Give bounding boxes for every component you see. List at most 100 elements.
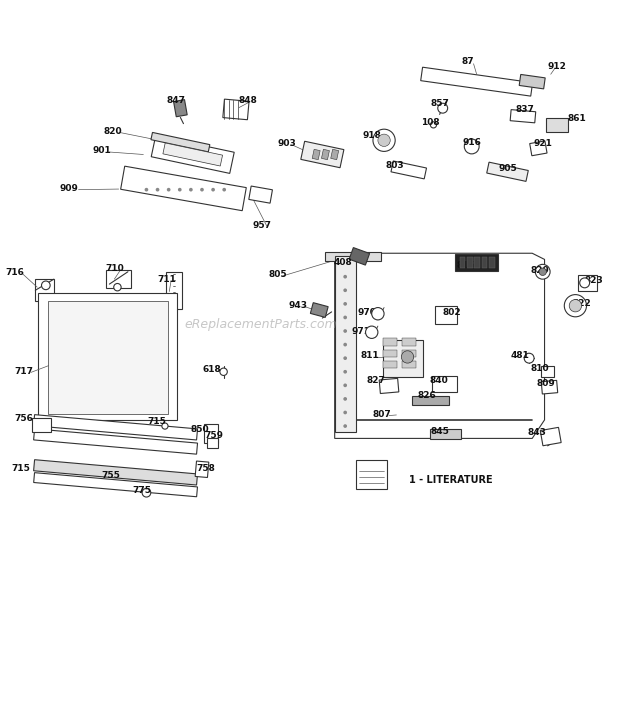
- Circle shape: [366, 326, 378, 339]
- Circle shape: [524, 353, 534, 363]
- Circle shape: [211, 188, 215, 191]
- Polygon shape: [321, 149, 329, 160]
- Polygon shape: [174, 100, 187, 117]
- Circle shape: [343, 302, 347, 306]
- Text: 848: 848: [239, 96, 258, 105]
- Text: 759: 759: [204, 432, 223, 441]
- Text: 826: 826: [418, 391, 436, 401]
- Circle shape: [223, 188, 226, 191]
- Polygon shape: [455, 254, 498, 271]
- Polygon shape: [356, 460, 387, 489]
- Polygon shape: [151, 136, 234, 173]
- Polygon shape: [121, 166, 246, 210]
- Polygon shape: [402, 360, 415, 368]
- Polygon shape: [223, 99, 249, 120]
- Text: 847: 847: [167, 96, 185, 106]
- Text: 758: 758: [197, 463, 216, 472]
- Polygon shape: [430, 429, 461, 439]
- Text: 820: 820: [103, 127, 122, 136]
- Polygon shape: [32, 418, 51, 432]
- Polygon shape: [546, 118, 568, 132]
- Text: 901: 901: [92, 146, 112, 156]
- Circle shape: [430, 122, 436, 128]
- Text: 1 - LITERATURE: 1 - LITERATURE: [409, 474, 492, 485]
- Circle shape: [401, 351, 414, 363]
- Circle shape: [580, 278, 590, 288]
- Polygon shape: [335, 253, 544, 439]
- Text: 840: 840: [429, 376, 448, 385]
- Polygon shape: [383, 349, 397, 357]
- Polygon shape: [482, 257, 487, 268]
- Text: 843: 843: [528, 428, 547, 437]
- Text: 829: 829: [530, 266, 549, 275]
- Polygon shape: [379, 378, 399, 394]
- Text: 108: 108: [421, 118, 440, 127]
- Polygon shape: [540, 427, 561, 446]
- Polygon shape: [33, 429, 198, 454]
- Text: 912: 912: [547, 63, 566, 71]
- Polygon shape: [195, 461, 209, 477]
- Circle shape: [539, 268, 546, 275]
- Text: 957: 957: [252, 221, 272, 230]
- Polygon shape: [249, 186, 272, 203]
- Polygon shape: [51, 330, 63, 379]
- Circle shape: [189, 188, 193, 191]
- Polygon shape: [33, 415, 198, 440]
- Text: 756: 756: [15, 414, 33, 423]
- Text: 921: 921: [534, 139, 553, 148]
- Polygon shape: [383, 339, 423, 377]
- Circle shape: [220, 368, 228, 375]
- Circle shape: [343, 397, 347, 401]
- Circle shape: [343, 370, 347, 374]
- Text: 618: 618: [203, 365, 221, 374]
- Circle shape: [343, 410, 347, 415]
- Polygon shape: [391, 161, 427, 179]
- Text: 909: 909: [60, 184, 79, 193]
- Circle shape: [343, 384, 347, 387]
- Polygon shape: [33, 460, 198, 485]
- Circle shape: [113, 284, 121, 291]
- Polygon shape: [330, 149, 339, 160]
- Text: 717: 717: [15, 367, 33, 376]
- Polygon shape: [541, 366, 554, 377]
- Text: 715: 715: [148, 417, 166, 426]
- Text: 805: 805: [268, 270, 287, 279]
- Text: 823: 823: [585, 276, 603, 285]
- Polygon shape: [467, 257, 472, 268]
- Circle shape: [464, 139, 479, 154]
- Polygon shape: [487, 162, 528, 182]
- Circle shape: [378, 134, 390, 146]
- Circle shape: [156, 188, 159, 191]
- Text: 809: 809: [536, 379, 555, 388]
- Polygon shape: [541, 380, 558, 394]
- Text: 802: 802: [443, 308, 461, 317]
- Text: 87: 87: [461, 58, 474, 66]
- Circle shape: [535, 265, 550, 279]
- Polygon shape: [38, 294, 177, 420]
- Polygon shape: [489, 257, 495, 268]
- Circle shape: [343, 425, 347, 428]
- Text: 710: 710: [105, 264, 124, 273]
- Circle shape: [42, 281, 50, 289]
- Text: 916: 916: [463, 138, 481, 146]
- Polygon shape: [167, 272, 182, 309]
- Polygon shape: [421, 67, 533, 96]
- Polygon shape: [207, 438, 218, 448]
- Text: eReplacementParts.com: eReplacementParts.com: [184, 318, 337, 331]
- Text: 481: 481: [510, 351, 529, 360]
- Polygon shape: [529, 141, 547, 156]
- Polygon shape: [151, 132, 210, 152]
- Text: 971: 971: [351, 327, 370, 336]
- Circle shape: [167, 188, 170, 191]
- Text: 811: 811: [360, 351, 379, 360]
- Polygon shape: [326, 252, 381, 261]
- Circle shape: [343, 329, 347, 333]
- Polygon shape: [35, 279, 54, 301]
- Polygon shape: [205, 425, 218, 443]
- Circle shape: [438, 103, 448, 113]
- Polygon shape: [33, 472, 198, 497]
- Circle shape: [569, 299, 582, 312]
- Text: 716: 716: [6, 268, 24, 277]
- Polygon shape: [510, 110, 536, 122]
- Polygon shape: [312, 149, 320, 160]
